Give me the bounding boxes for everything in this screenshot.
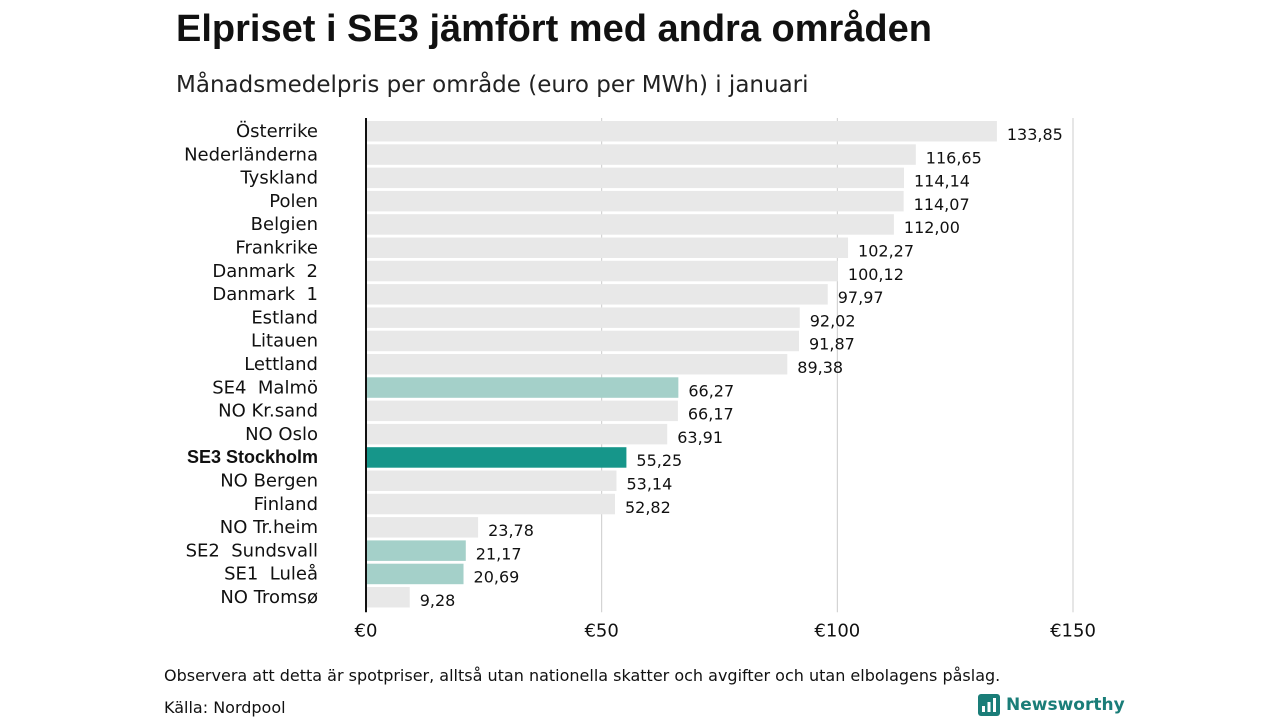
category-label: Polen — [269, 191, 318, 212]
category-label: Österrike — [236, 120, 318, 142]
bar — [366, 517, 479, 538]
value-labels: 133,85 116,65 114,14 114,07 112,00 102,27 100,… — [420, 125, 1063, 610]
brand-logo: Newsworthy — [978, 694, 1125, 716]
bar — [366, 167, 904, 189]
category-label: Tyskland — [239, 168, 318, 189]
value-label: 97,97 — [838, 288, 884, 307]
category-label: NO Bergen — [220, 471, 318, 492]
bar — [366, 307, 800, 328]
value-label: 100,12 — [848, 265, 904, 284]
value-label: 92,02 — [810, 311, 856, 330]
value-label: 116,65 — [926, 148, 982, 167]
bar — [366, 121, 997, 142]
value-label: 23,78 — [488, 521, 534, 540]
category-label: SE1 Luleå — [224, 564, 318, 585]
category-label: Belgien — [251, 214, 318, 235]
chart-subtitle: Månadsmedelpris per område (euro per MWh… — [176, 72, 809, 98]
bar — [366, 400, 678, 422]
newsworthy-logo-icon — [978, 694, 1000, 716]
bar — [366, 377, 679, 398]
x-tick-label: €0 — [355, 620, 378, 640]
bar — [366, 330, 800, 352]
x-tick-label: €50 — [584, 620, 618, 640]
value-label: 114,14 — [914, 172, 970, 191]
category-label: NO Oslo — [245, 424, 318, 445]
x-tick-label: €100 — [814, 620, 860, 640]
bar — [366, 214, 894, 235]
bar — [366, 354, 788, 375]
bar — [366, 260, 838, 282]
category-label: Danmark 1 — [212, 284, 318, 305]
value-label: 55,25 — [636, 451, 682, 470]
value-label: 89,38 — [797, 358, 843, 377]
bar — [366, 190, 904, 212]
value-label: 114,07 — [914, 195, 970, 214]
bar — [366, 284, 828, 305]
value-label: 53,14 — [626, 475, 672, 494]
bar — [366, 563, 464, 585]
bar — [366, 493, 615, 515]
bar — [366, 423, 668, 445]
footnote: Observera att detta är spotpriser, allts… — [164, 666, 1001, 685]
category-label: SE4 Malmö — [212, 377, 318, 398]
value-label: 102,27 — [858, 242, 914, 261]
category-label: Estland — [251, 307, 318, 328]
bar — [366, 144, 916, 165]
category-label: Frankrike — [235, 238, 318, 259]
brand-name: Newsworthy — [1006, 695, 1125, 715]
bar — [366, 237, 849, 258]
bar — [366, 587, 410, 608]
value-label: 66,17 — [688, 405, 734, 424]
value-label: 52,82 — [625, 498, 671, 517]
bar — [366, 540, 466, 561]
value-label: 63,91 — [677, 428, 723, 447]
category-label: NO Tr.heim — [220, 517, 318, 538]
category-label: Danmark 2 — [212, 261, 318, 282]
x-tick-labels: €0 €50 €100 €150 — [355, 620, 1096, 640]
source-label: Källa: Nordpool — [164, 698, 286, 717]
value-label: 91,87 — [809, 335, 855, 354]
value-label: 66,27 — [688, 381, 734, 400]
category-label: SE3 Stockholm — [187, 447, 318, 467]
category-label: Nederländerna — [184, 144, 318, 165]
bar — [366, 447, 627, 468]
value-label: 133,85 — [1007, 125, 1063, 144]
value-label: 112,00 — [904, 218, 960, 237]
category-label: NO Kr.sand — [218, 401, 318, 422]
value-label: 21,17 — [476, 544, 522, 563]
bars — [366, 121, 997, 608]
value-label: 9,28 — [420, 591, 456, 610]
chart-title: Elpriset i SE3 jämfört med andra områden — [176, 8, 932, 50]
category-label: Lettland — [244, 354, 318, 375]
category-label: SE2 Sundsvall — [186, 540, 318, 561]
category-label: Litauen — [251, 331, 318, 352]
bar — [366, 470, 617, 491]
value-label: 20,69 — [474, 568, 520, 587]
category-label: NO Tromsø — [220, 587, 318, 608]
x-tick-label: €150 — [1050, 620, 1096, 640]
category-label: Finland — [254, 494, 318, 515]
